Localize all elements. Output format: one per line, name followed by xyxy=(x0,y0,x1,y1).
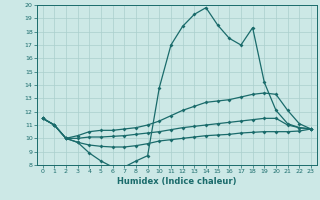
X-axis label: Humidex (Indice chaleur): Humidex (Indice chaleur) xyxy=(117,177,236,186)
